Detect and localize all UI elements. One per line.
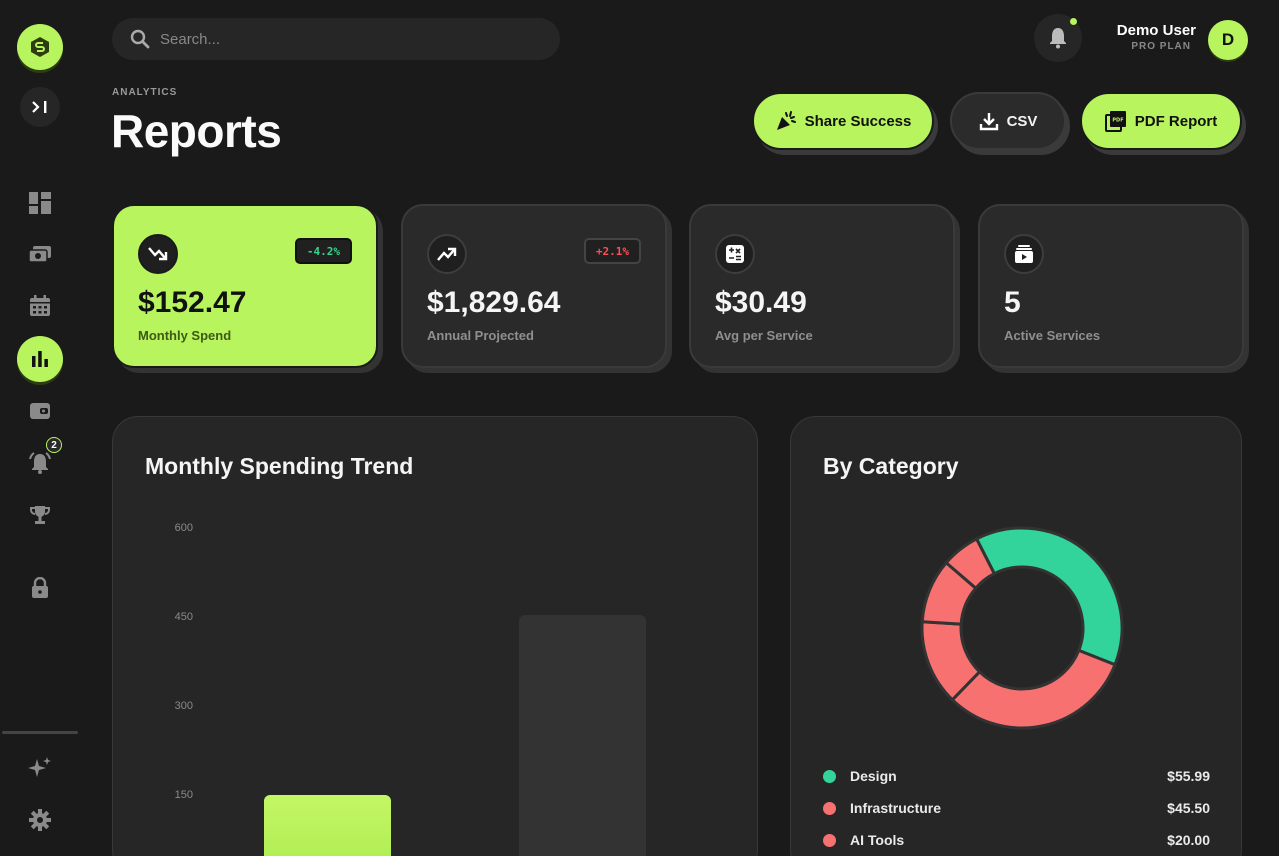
search-bar[interactable]	[112, 18, 560, 60]
sidebar-item-dashboard[interactable]	[17, 180, 63, 226]
category-donut-chart	[920, 526, 1124, 730]
sidebar-item-calendar[interactable]	[17, 283, 63, 329]
stat-label: Avg per Service	[715, 328, 813, 343]
share-success-label: Share Success	[804, 112, 912, 130]
stat-card-monthly-spend: -4.2% $152.47 Monthly Spend	[112, 204, 378, 368]
legend-item-ai-tools[interactable]: AI Tools $20.00	[823, 830, 1210, 850]
donut-slice-1[interactable]	[974, 526, 1124, 667]
donut-slice-2[interactable]	[950, 648, 1117, 730]
user-plan: PRO PLAN	[1131, 41, 1191, 52]
search-icon	[130, 29, 150, 49]
stat-label: Annual Projected	[427, 328, 534, 343]
services-icon	[1004, 234, 1044, 274]
expand-icon	[32, 101, 47, 113]
section-label: ANALYTICS	[112, 87, 178, 98]
stat-card-annual-projected: +2.1% $1,829.64 Annual Projected	[401, 204, 667, 368]
sidebar-item-payments[interactable]	[17, 231, 63, 277]
legend-label: AI Tools	[850, 832, 905, 848]
pdf-icon: PDF	[1104, 111, 1126, 132]
y-axis-tick: 150	[174, 789, 193, 801]
csv-label: CSV	[1006, 112, 1038, 130]
search-input[interactable]	[160, 30, 540, 48]
legend-dot	[823, 833, 836, 847]
calendar-icon	[30, 295, 50, 316]
sidebar-item-settings[interactable]	[17, 797, 63, 843]
user-name: Demo User	[1116, 22, 1196, 39]
sidebar-item-reports[interactable]	[17, 336, 63, 382]
logo-icon	[31, 37, 49, 57]
legend-dot	[823, 801, 836, 815]
legend-dot	[823, 769, 836, 783]
change-badge: -4.2%	[294, 238, 352, 264]
legend-value: $45.50	[1167, 800, 1210, 816]
alarm-icon	[29, 452, 51, 474]
share-success-button[interactable]: Share Success	[752, 92, 934, 150]
sidebar-divider	[2, 731, 78, 734]
money-icon	[28, 246, 51, 263]
sparkles-icon	[28, 757, 51, 777]
pdf-report-button[interactable]: PDF PDF Report	[1080, 92, 1242, 150]
csv-export-button[interactable]: CSV	[950, 92, 1066, 150]
svg-text:PDF: PDF	[1112, 118, 1123, 124]
calculator-icon	[715, 234, 755, 274]
sidebar-item-achievements[interactable]	[17, 492, 63, 538]
change-badge: +2.1%	[583, 238, 641, 264]
legend-value: $20.00	[1167, 832, 1210, 848]
bar-1[interactable]	[264, 794, 391, 856]
alerts-badge: 2	[46, 437, 62, 453]
wallet-icon	[30, 403, 50, 419]
sidebar-item-ai[interactable]	[17, 745, 63, 791]
donut-slice-5[interactable]	[944, 536, 997, 591]
pdf-report-label: PDF Report	[1134, 112, 1218, 130]
y-axis-tick: 450	[174, 611, 193, 623]
bar-2[interactable]	[519, 615, 646, 856]
sidebar-item-wallet[interactable]	[17, 388, 63, 434]
panel-title: By Category	[823, 453, 959, 479]
trending-down-icon	[138, 234, 178, 274]
app-logo[interactable]	[17, 24, 63, 70]
legend-label: Infrastructure	[850, 800, 942, 816]
notifications-button[interactable]	[1034, 14, 1082, 62]
lock-icon	[32, 577, 48, 598]
gear-icon	[29, 809, 51, 831]
legend-label: Design	[850, 768, 897, 784]
stat-label: Monthly Spend	[138, 328, 232, 343]
stat-label: Active Services	[1004, 328, 1101, 343]
stat-value: $152.47	[138, 286, 247, 319]
category-panel: By Category Design $55.99 Infrastructure…	[790, 416, 1242, 856]
sidebar-item-locked[interactable]	[17, 565, 63, 611]
avatar[interactable]: D	[1208, 20, 1248, 60]
bar-chart-icon	[32, 351, 48, 367]
download-icon	[979, 113, 998, 131]
stat-value: 5	[1004, 286, 1021, 319]
sidebar: 2	[0, 0, 80, 856]
stat-card-avg-per-service: $30.49 Avg per Service	[689, 204, 955, 368]
notification-dot	[1070, 18, 1077, 25]
party-popper-icon	[776, 111, 796, 130]
page-title: Reports	[111, 105, 282, 157]
trophy-icon	[30, 506, 50, 524]
sidebar-expand-button[interactable]	[20, 87, 60, 127]
stat-value: $1,829.64	[427, 286, 561, 319]
spending-trend-panel: Monthly Spending Trend 600 450 300 150	[112, 416, 758, 856]
grid-icon	[29, 192, 51, 214]
panel-title: Monthly Spending Trend	[145, 453, 414, 479]
trending-up-icon	[427, 234, 467, 274]
y-axis-tick: 600	[174, 522, 193, 534]
y-axis-tick: 300	[174, 700, 193, 712]
legend-item-infrastructure[interactable]: Infrastructure $45.50	[823, 798, 1210, 818]
sidebar-item-alerts[interactable]: 2	[17, 437, 63, 486]
bell-icon	[1050, 28, 1066, 49]
stat-card-active-services: 5 Active Services	[978, 204, 1244, 368]
stat-value: $30.49	[715, 286, 807, 319]
legend-value: $55.99	[1167, 768, 1210, 784]
legend-item-design[interactable]: Design $55.99	[823, 766, 1210, 786]
